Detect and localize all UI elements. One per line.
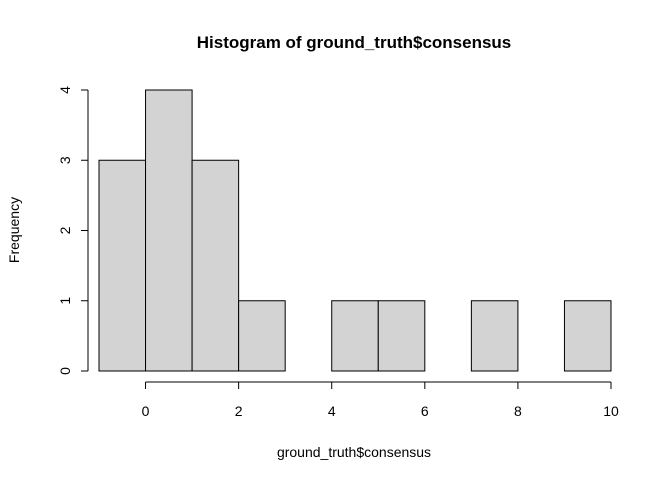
y-tick-label: 2 (57, 226, 73, 234)
y-tick-label: 1 (57, 297, 73, 305)
x-axis: 0 2 4 6 8 10 (142, 381, 619, 419)
x-tick-label: 2 (235, 403, 243, 419)
x-tick-label: 8 (514, 403, 522, 419)
y-axis: 0 1 2 3 4 (57, 86, 89, 375)
y-axis-label: Frequency (6, 197, 22, 263)
x-axis-label: ground_truth$consensus (277, 444, 431, 460)
y-tick-label: 3 (57, 156, 73, 164)
y-tick-label: 0 (57, 367, 73, 375)
x-tick-label: 6 (421, 403, 429, 419)
x-tick-label: 0 (142, 403, 150, 419)
x-tick-label: 10 (603, 403, 619, 419)
histogram-bar (563, 300, 612, 372)
histogram-bar (191, 159, 240, 372)
histogram-bar (377, 300, 426, 372)
bars-group (98, 89, 612, 372)
x-tick-label: 4 (328, 403, 336, 419)
histogram-bar (145, 89, 193, 372)
histogram-bar (98, 159, 147, 372)
chart-title: Histogram of ground_truth$consensus (197, 33, 512, 52)
y-tick-label: 4 (57, 86, 73, 94)
histogram-bar (470, 300, 519, 372)
histogram-bar (331, 300, 379, 372)
histogram-bar (238, 300, 286, 372)
